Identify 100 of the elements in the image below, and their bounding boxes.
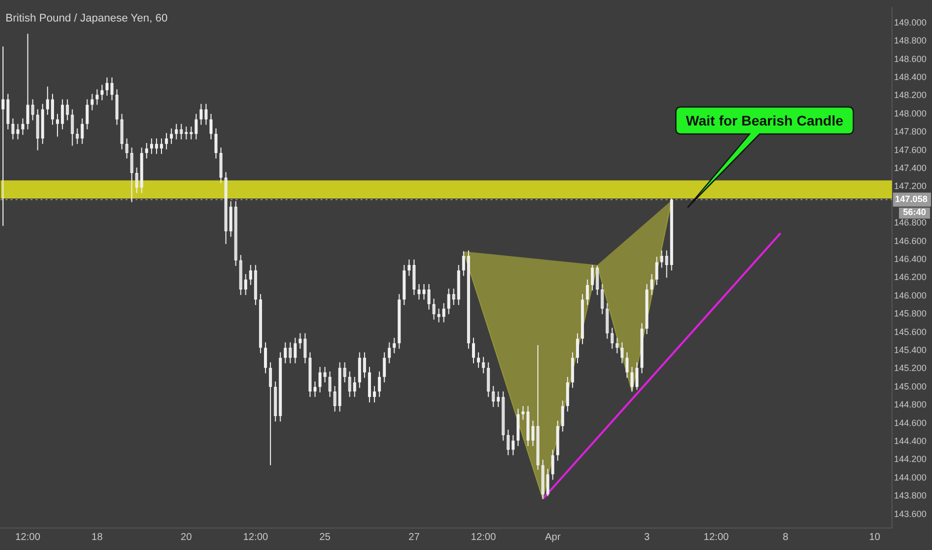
candlestick — [590, 264, 594, 291]
candlestick — [630, 366, 634, 392]
candlestick — [204, 103, 208, 126]
candlestick — [476, 352, 480, 368]
candlestick — [254, 264, 258, 306]
candlestick — [66, 98, 69, 121]
candlestick — [606, 302, 609, 340]
candlestick — [596, 265, 599, 296]
candlestick — [150, 138, 154, 154]
candlestick — [561, 400, 564, 432]
candlestick — [442, 302, 446, 323]
candlestick — [576, 332, 579, 364]
candlestick — [46, 86, 50, 116]
candlestick — [650, 274, 654, 296]
candlestick — [318, 366, 322, 393]
candlestick — [56, 113, 59, 138]
candlestick — [244, 274, 248, 296]
candlestick — [372, 386, 376, 403]
ref-line-label: 147.058 — [895, 194, 928, 204]
candlestick — [234, 200, 238, 266]
candlestick — [264, 342, 267, 374]
candlestick — [249, 264, 252, 286]
candlestick — [210, 113, 212, 140]
candlestick — [462, 250, 466, 276]
candlestick — [106, 76, 108, 96]
candlestick — [600, 284, 604, 315]
y-tick-label: 148.400 — [894, 72, 927, 82]
y-tick-label: 143.600 — [894, 508, 927, 519]
candlestick — [368, 366, 371, 403]
candlestick — [388, 342, 391, 364]
y-tick-label: 147.800 — [894, 126, 927, 137]
x-tick-label: 27 — [408, 532, 420, 543]
x-tick-label: 20 — [180, 532, 192, 543]
y-tick-label: 148.200 — [894, 90, 927, 100]
candlestick — [86, 98, 89, 130]
candlestick — [274, 380, 277, 422]
candlestick — [314, 380, 317, 398]
candlestick — [512, 434, 515, 456]
candlestick — [125, 138, 128, 159]
candlestick — [418, 284, 421, 300]
y-tick-label: 144.600 — [894, 418, 927, 428]
candlestick — [184, 126, 188, 140]
y-tick-label: 146.600 — [894, 236, 927, 246]
annotation: Wait for Bearish Candle — [686, 112, 844, 129]
x-tick-label: 18 — [92, 532, 104, 543]
candlestick — [16, 123, 20, 140]
candlestick — [115, 88, 118, 126]
candlestick — [284, 342, 287, 364]
candlestick — [145, 142, 148, 159]
x-tick-label: 3 — [644, 532, 650, 543]
candlestick — [308, 352, 312, 398]
candlestick — [566, 376, 570, 412]
candlestick — [76, 128, 79, 144]
candlestick — [298, 332, 302, 350]
candlestick — [522, 406, 525, 420]
candlestick — [665, 250, 668, 278]
candlestick — [541, 459, 544, 500]
candlestick — [304, 332, 307, 364]
candlestick — [70, 108, 74, 146]
candlestick — [482, 356, 485, 374]
y-tick-label: 148.000 — [894, 108, 927, 118]
candlestick — [288, 342, 292, 364]
candlestick — [506, 429, 510, 456]
y-tick-label: 147.400 — [894, 162, 927, 173]
candlestick — [120, 113, 124, 150]
candlestick — [6, 93, 10, 130]
candlestick — [239, 254, 242, 296]
candlestick — [170, 128, 173, 144]
candlestick — [586, 279, 589, 306]
candlestick — [11, 118, 14, 140]
candlestick — [323, 366, 326, 383]
y-tick-label: 146.400 — [894, 254, 927, 264]
y-tick-label: 145.600 — [894, 326, 927, 337]
y-tick-label: 149.000 — [894, 17, 927, 28]
candlestick — [472, 337, 475, 364]
text: 56:40 — [902, 207, 926, 218]
candlestick — [294, 337, 297, 364]
y-tick-label: 146.200 — [894, 272, 927, 282]
candlestick — [190, 126, 193, 140]
candlestick — [130, 147, 134, 203]
y-tick-label: 144.000 — [894, 472, 927, 482]
y-tick-label: 148.800 — [894, 36, 927, 46]
candlestick — [536, 344, 540, 470]
y-tick-label: 146.800 — [894, 218, 927, 228]
candlestick — [626, 352, 629, 378]
candlestick — [36, 108, 40, 151]
x-tick-label: 12:00 — [243, 532, 269, 543]
x-tick-label: 8 — [782, 532, 789, 543]
candlestick — [378, 370, 381, 398]
candlestick — [224, 172, 228, 245]
y-tick-label: 147.200 — [894, 181, 927, 192]
candlestick — [526, 406, 530, 447]
candlestick — [51, 93, 54, 126]
candlestick — [660, 250, 664, 268]
candlestick — [531, 420, 534, 447]
y-tick-label: 145.200 — [894, 363, 927, 374]
candlestick — [427, 284, 430, 310]
candlestick — [620, 342, 624, 364]
y-tick-label: 147.600 — [894, 144, 927, 155]
y-tick-label: 144.800 — [894, 400, 927, 410]
